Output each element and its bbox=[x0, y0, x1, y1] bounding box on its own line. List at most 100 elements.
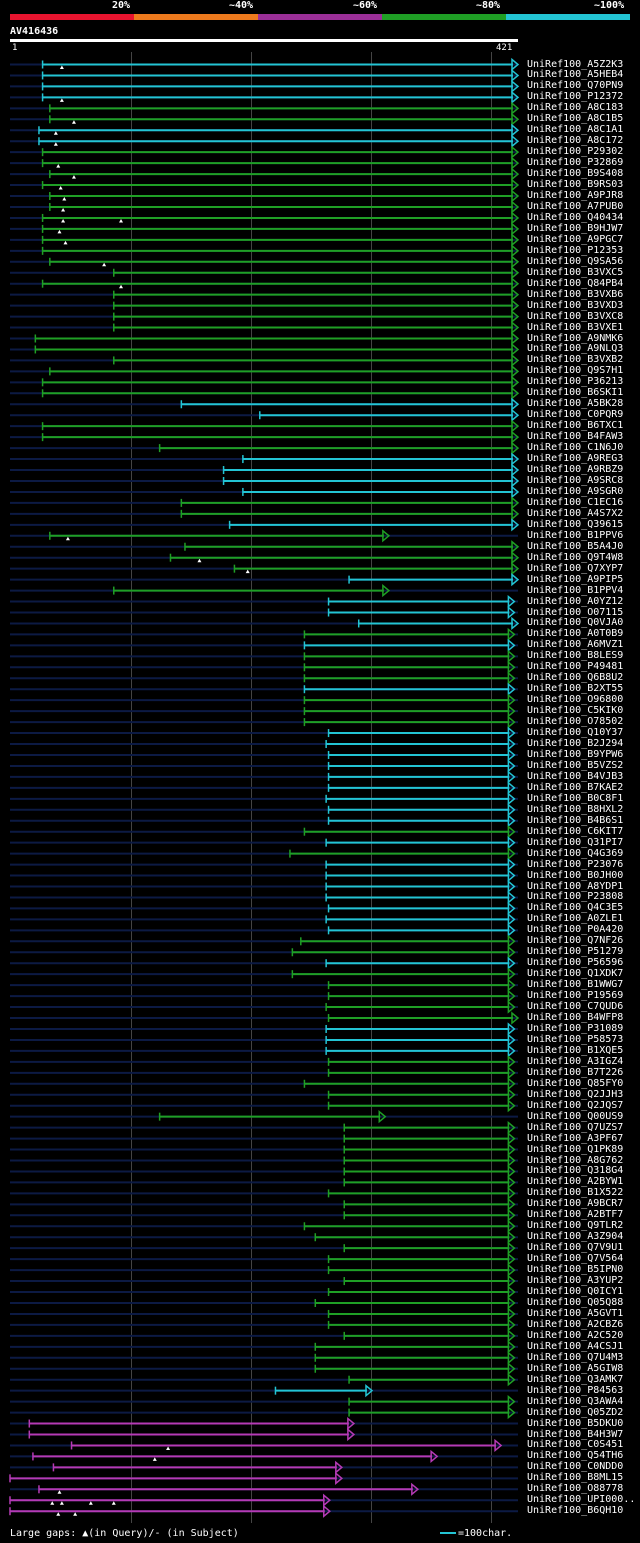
hit-label[interactable]: UniRef100_B1X522 bbox=[527, 1187, 624, 1199]
hit-label[interactable]: UniRef100_A9REG3 bbox=[527, 453, 624, 465]
hit-label[interactable]: UniRef100_C0NDD0 bbox=[527, 1461, 624, 1473]
hit-label[interactable]: UniRef100_B1WWG7 bbox=[527, 979, 624, 991]
hit-label[interactable]: UniRef100_P0A420 bbox=[527, 924, 624, 936]
hit-label[interactable]: UniRef100_B7KAE2 bbox=[527, 781, 624, 793]
hit-label[interactable]: UniRef100_C5KIK0 bbox=[527, 705, 624, 717]
hit-label[interactable]: UniRef100_B6SKI1 bbox=[527, 387, 624, 399]
hit-label[interactable]: UniRef100_B6TXC1 bbox=[527, 420, 624, 432]
hit-label[interactable]: UniRef100_A4S7X2 bbox=[527, 507, 624, 519]
hit-label[interactable]: UniRef100_B1XQE5 bbox=[527, 1044, 624, 1056]
hit-label[interactable]: UniRef100_Q9TLR2 bbox=[527, 1220, 624, 1232]
hit-label[interactable]: UniRef100_A9NMK6 bbox=[527, 332, 624, 344]
hit-label[interactable]: UniRef100_Q1XDK7 bbox=[527, 968, 624, 980]
hit-label[interactable]: UniRef100_A8C172 bbox=[527, 135, 624, 147]
hit-label[interactable]: UniRef100_B4VJB3 bbox=[527, 770, 624, 782]
hit-label[interactable]: UniRef100_A9PIP5 bbox=[527, 573, 624, 585]
hit-label[interactable]: UniRef100_A6MVZ1 bbox=[527, 639, 624, 651]
hit-label[interactable]: UniRef100_A2C520 bbox=[527, 1329, 624, 1341]
hit-label[interactable]: UniRef100_B5A4J0 bbox=[527, 540, 624, 552]
hit-label[interactable]: UniRef100_B9YPW6 bbox=[527, 748, 624, 760]
hit-label[interactable]: UniRef100_A9SRC8 bbox=[527, 474, 624, 486]
hit-label[interactable]: UniRef100_A3PF67 bbox=[527, 1132, 624, 1144]
hit-label[interactable]: UniRef100_B3VXB6 bbox=[527, 288, 624, 300]
hit-label[interactable]: UniRef100_P31089 bbox=[527, 1022, 624, 1034]
hit-label[interactable]: UniRef100_Q39615 bbox=[527, 518, 624, 530]
hit-label[interactable]: UniRef100_A9RBZ9 bbox=[527, 464, 624, 476]
hit-label[interactable]: UniRef100_B8HXL2 bbox=[527, 803, 624, 815]
hit-label[interactable]: UniRef100_A9BCR7 bbox=[527, 1198, 624, 1210]
hit-label[interactable]: UniRef100_C0S451 bbox=[527, 1439, 624, 1451]
hit-label[interactable]: UniRef100_Q9T4W8 bbox=[527, 551, 624, 563]
hit-label[interactable]: UniRef100_Q7U4M3 bbox=[527, 1351, 624, 1363]
hit-label[interactable]: UniRef100_A9PJR8 bbox=[527, 190, 624, 202]
hit-label[interactable]: UniRef100_P49481 bbox=[527, 661, 624, 673]
hit-label[interactable]: UniRef100_B6QH10 bbox=[527, 1505, 624, 1517]
hit-label[interactable]: UniRef100_Q7V9U1 bbox=[527, 1242, 624, 1254]
hit-label[interactable]: UniRef100_A3Z904 bbox=[527, 1231, 624, 1243]
hit-label[interactable]: UniRef100_Q7NF26 bbox=[527, 935, 624, 947]
hit-label[interactable]: UniRef100_P36213 bbox=[527, 376, 624, 388]
hit-label[interactable]: UniRef100_A2CBZ6 bbox=[527, 1318, 624, 1330]
hit-label[interactable]: UniRef100_B8LES9 bbox=[527, 650, 624, 662]
hit-label[interactable]: UniRef100_Q05ZD2 bbox=[527, 1406, 624, 1418]
hit-label[interactable]: UniRef100_C6KIT7 bbox=[527, 825, 624, 837]
hit-label[interactable]: UniRef100_A8C1A1 bbox=[527, 124, 624, 136]
hit-label[interactable]: UniRef100_A0ZLE1 bbox=[527, 913, 624, 925]
hit-label[interactable]: UniRef100_A5GIW8 bbox=[527, 1362, 624, 1374]
hit-label[interactable]: UniRef100_C1EC16 bbox=[527, 496, 624, 508]
hit-label[interactable]: UniRef100_B2XT55 bbox=[527, 683, 624, 695]
hit-label[interactable]: UniRef100_B4H3W7 bbox=[527, 1428, 624, 1440]
hit-label[interactable]: UniRef100_A2BTF7 bbox=[527, 1209, 624, 1221]
hit-label[interactable]: UniRef100_P51279 bbox=[527, 946, 624, 958]
hit-label[interactable]: UniRef100_B7T226 bbox=[527, 1066, 624, 1078]
hit-label[interactable]: UniRef100_O96800 bbox=[527, 694, 624, 706]
hit-label[interactable]: UniRef100_Q31PI7 bbox=[527, 836, 624, 848]
hit-label[interactable]: UniRef100_Q54TH6 bbox=[527, 1450, 624, 1462]
hit-label[interactable]: UniRef100_B3VXC5 bbox=[527, 266, 624, 278]
hit-label[interactable]: UniRef100_B8ML15 bbox=[527, 1472, 624, 1484]
hit-label[interactable]: UniRef100_A4CSJ1 bbox=[527, 1340, 624, 1352]
hit-label[interactable]: UniRef100_Q4G369 bbox=[527, 847, 624, 859]
hit-label[interactable]: UniRef100_B3VXB2 bbox=[527, 354, 624, 366]
hit-label[interactable]: UniRef100_A0T0B9 bbox=[527, 628, 624, 640]
hit-label[interactable]: UniRef100_O88778 bbox=[527, 1483, 624, 1495]
hit-label[interactable]: UniRef100_A8G762 bbox=[527, 1154, 624, 1166]
hit-label[interactable]: UniRef100_A8YDP1 bbox=[527, 880, 624, 892]
hit-label[interactable]: UniRef100_B9S408 bbox=[527, 168, 624, 180]
hit-label[interactable]: UniRef100_B4FAW3 bbox=[527, 431, 624, 443]
hit-label[interactable]: UniRef100_Q2JQS7 bbox=[527, 1099, 624, 1111]
hit-label[interactable]: UniRef100_C1N6J0 bbox=[527, 442, 624, 454]
hit-label[interactable]: UniRef100_B1PPV6 bbox=[527, 529, 624, 541]
hit-label[interactable]: UniRef100_Q0ICY1 bbox=[527, 1286, 624, 1298]
hit-label[interactable]: UniRef100_B3VXD3 bbox=[527, 299, 624, 311]
hit-label[interactable]: UniRef100_Q4C3E5 bbox=[527, 902, 624, 914]
hit-label[interactable]: UniRef100_B0C8F1 bbox=[527, 792, 624, 804]
hit-label[interactable]: UniRef100_Q85FY0 bbox=[527, 1077, 624, 1089]
hit-label[interactable]: UniRef100_B9HJW7 bbox=[527, 222, 624, 234]
hit-label[interactable]: UniRef100_C7QUD6 bbox=[527, 1001, 624, 1013]
hit-label[interactable]: UniRef100_B3VXE1 bbox=[527, 321, 624, 333]
hit-label[interactable]: UniRef100_P23076 bbox=[527, 858, 624, 870]
hit-label[interactable]: UniRef100_A2BYW1 bbox=[527, 1176, 624, 1188]
hit-label[interactable]: UniRef100_P32869 bbox=[527, 157, 624, 169]
hit-label[interactable]: UniRef100_B3VXC8 bbox=[527, 310, 624, 322]
hit-label[interactable]: UniRef100_P58573 bbox=[527, 1033, 624, 1045]
hit-label[interactable]: UniRef100_A5BK28 bbox=[527, 398, 624, 410]
hit-label[interactable]: UniRef100_O78502 bbox=[527, 716, 624, 728]
hit-label[interactable]: UniRef100_A9SGR0 bbox=[527, 485, 624, 497]
hit-label[interactable]: UniRef100_P84563 bbox=[527, 1384, 624, 1396]
hit-label[interactable]: UniRef100_UPI000.. bbox=[527, 1494, 636, 1506]
hit-label[interactable]: UniRef100_B5IPN0 bbox=[527, 1264, 624, 1276]
hit-label[interactable]: UniRef100_B2J294 bbox=[527, 738, 624, 750]
hit-label[interactable]: UniRef100_Q6B8U2 bbox=[527, 672, 624, 684]
hit-label[interactable]: UniRef100_Q7V564 bbox=[527, 1253, 624, 1265]
hit-label[interactable]: UniRef100_Q84PB4 bbox=[527, 277, 624, 289]
hit-label[interactable]: UniRef100_A8C183 bbox=[527, 102, 624, 114]
hit-label[interactable]: UniRef100_A8C1B5 bbox=[527, 113, 624, 125]
hit-label[interactable]: UniRef100_Q3AMK7 bbox=[527, 1373, 624, 1385]
hit-label[interactable]: UniRef100_A5GVT1 bbox=[527, 1307, 624, 1319]
hit-label[interactable]: UniRef100_Q0VJA0 bbox=[527, 617, 624, 629]
hit-label[interactable]: UniRef100_Q00US9 bbox=[527, 1110, 624, 1122]
hit-label[interactable]: UniRef100_A5Z2K3 bbox=[527, 58, 624, 70]
hit-label[interactable]: UniRef100_C0PQR9 bbox=[527, 409, 624, 421]
